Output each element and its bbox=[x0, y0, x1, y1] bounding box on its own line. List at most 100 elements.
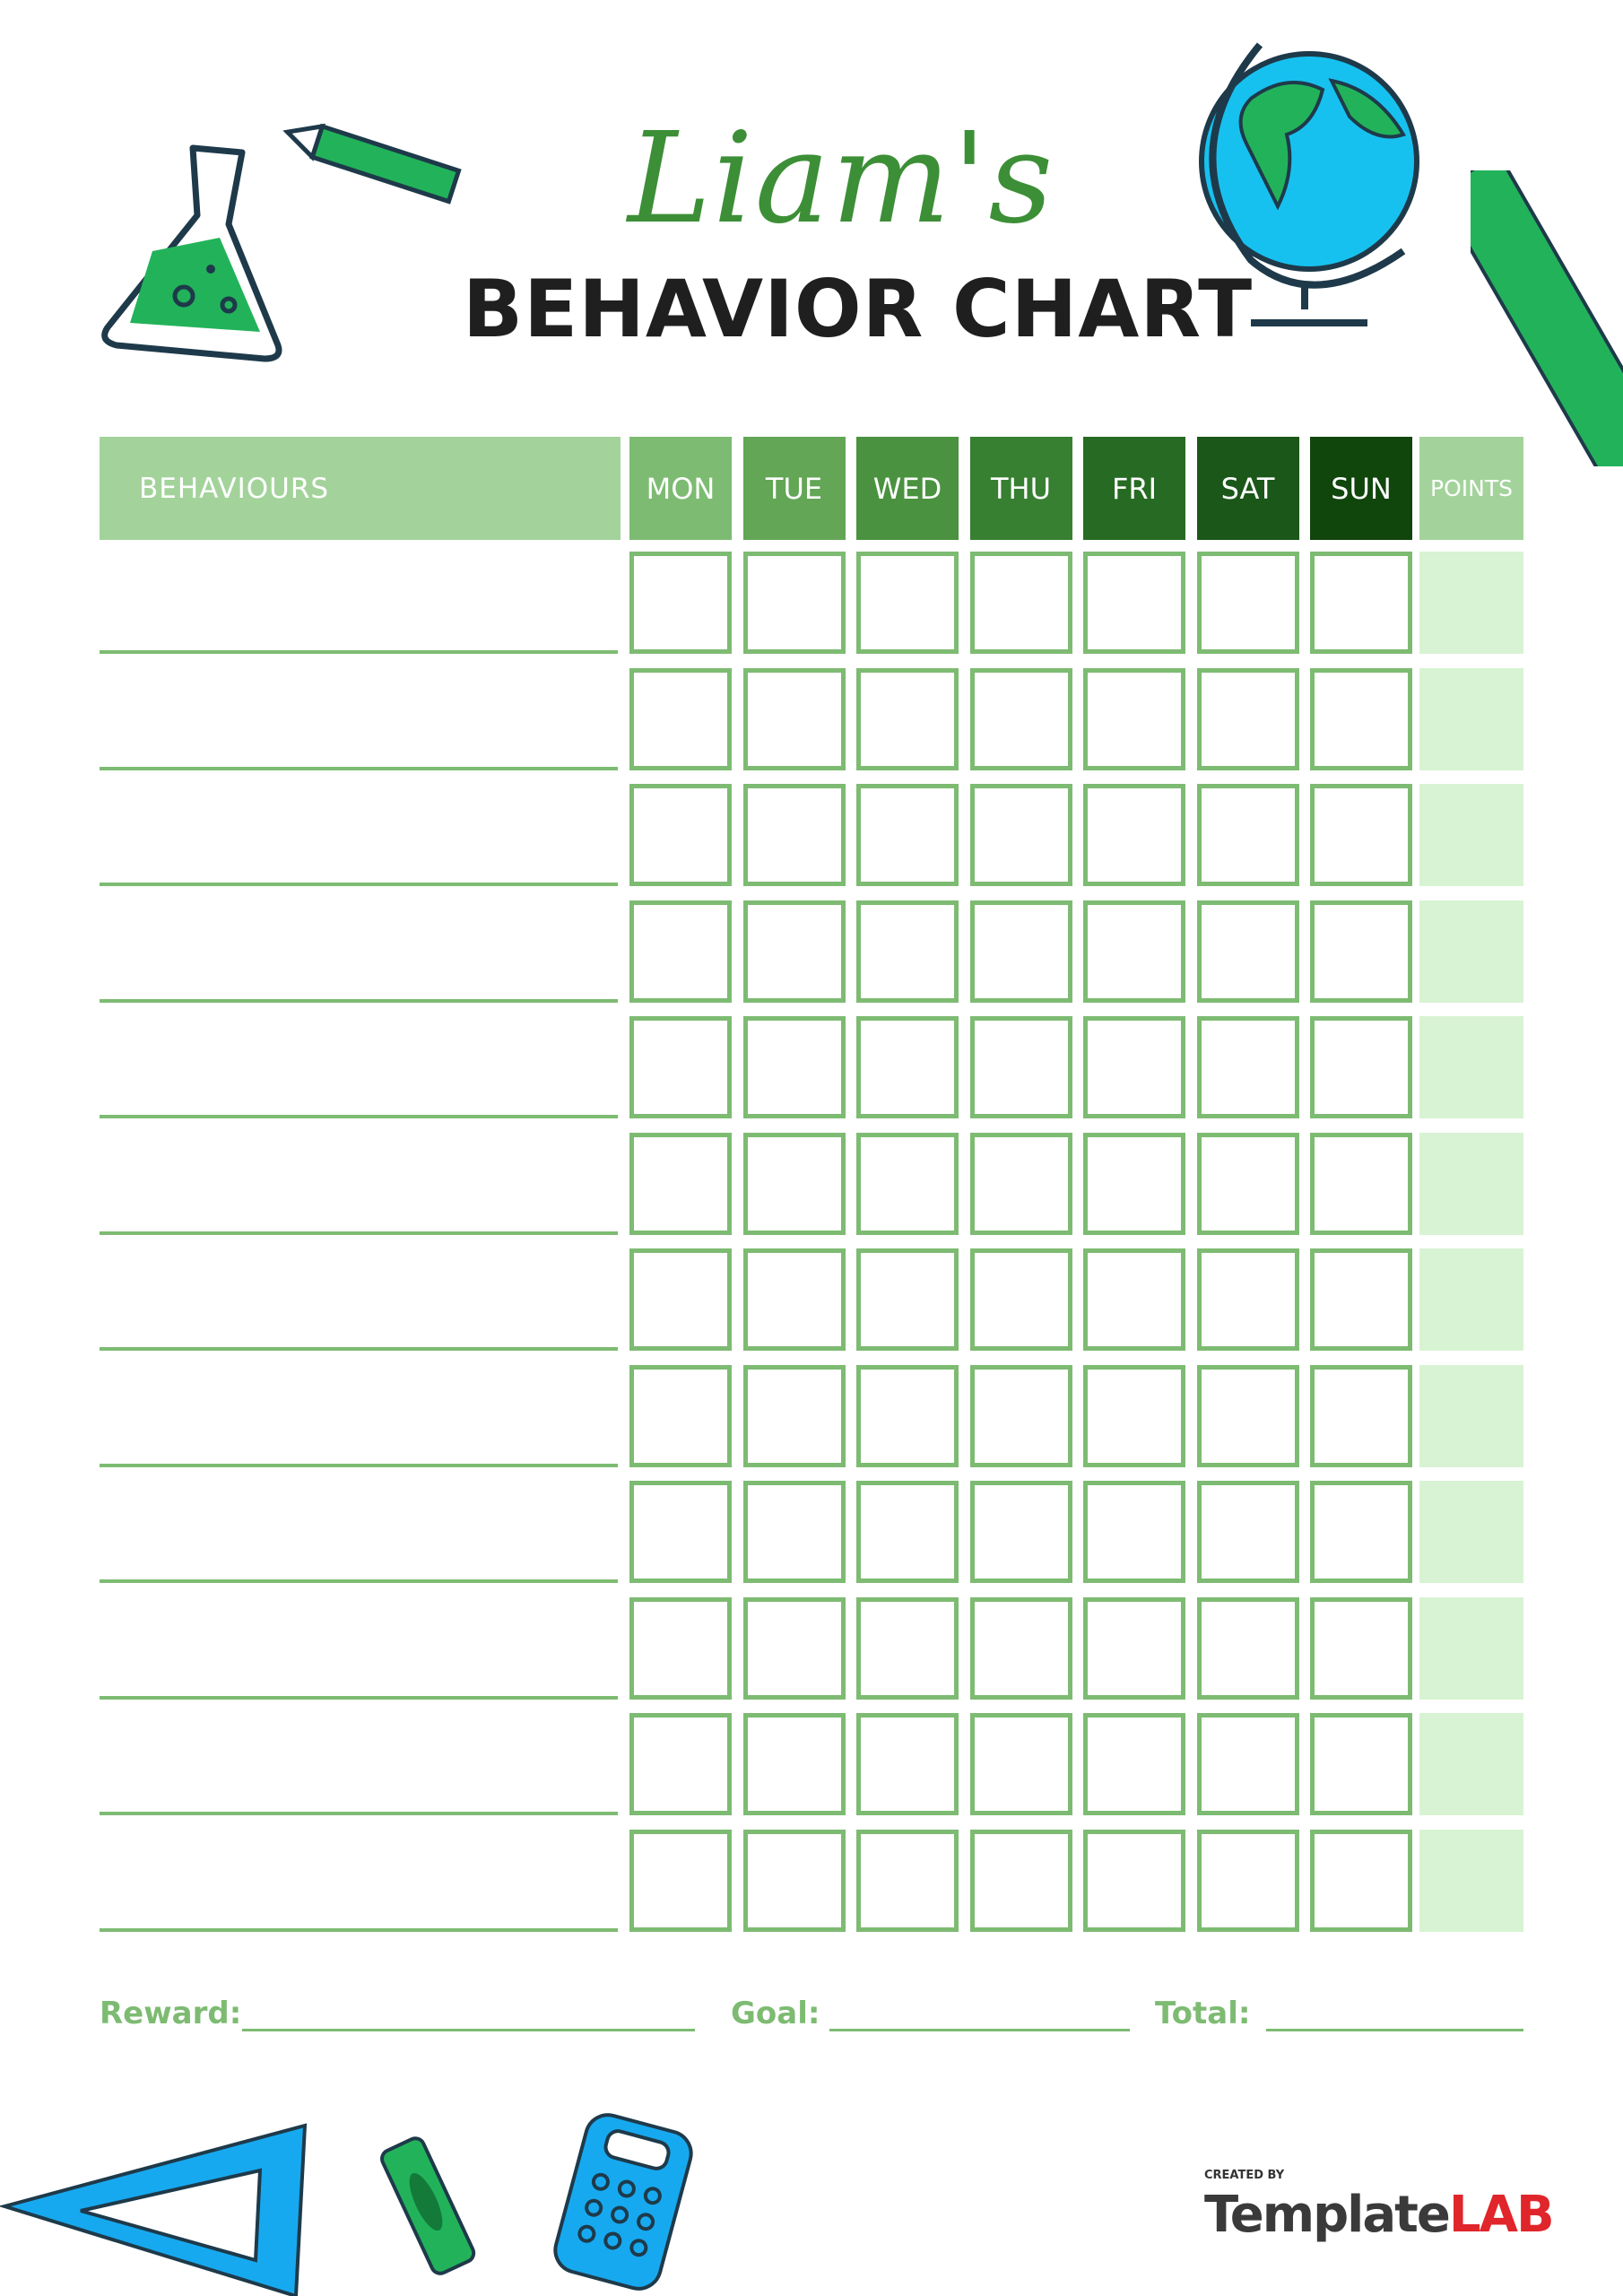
points-cell[interactable] bbox=[1419, 1829, 1523, 1932]
checkbox-tue[interactable] bbox=[742, 900, 846, 1003]
checkbox-mon[interactable] bbox=[629, 1596, 732, 1700]
checkbox-fri[interactable] bbox=[1083, 552, 1185, 654]
checkbox-sun[interactable] bbox=[1310, 1132, 1412, 1235]
points-cell[interactable] bbox=[1419, 1596, 1523, 1700]
checkbox-tue[interactable] bbox=[742, 1829, 846, 1932]
behaviour-line[interactable] bbox=[100, 1812, 618, 1815]
goal-field[interactable] bbox=[829, 2029, 1130, 2031]
behaviour-line[interactable] bbox=[100, 998, 618, 1003]
checkbox-mon[interactable] bbox=[629, 784, 732, 886]
reward-field[interactable] bbox=[242, 2029, 695, 2031]
checkbox-sun[interactable] bbox=[1310, 1248, 1412, 1351]
behaviour-line[interactable] bbox=[100, 1927, 618, 1932]
behaviour-line[interactable] bbox=[100, 883, 618, 886]
checkbox-sat[interactable] bbox=[1196, 1364, 1299, 1467]
points-cell[interactable] bbox=[1419, 1248, 1523, 1351]
checkbox-fri[interactable] bbox=[1083, 1364, 1185, 1467]
checkbox-tue[interactable] bbox=[742, 1713, 846, 1815]
checkbox-thu[interactable] bbox=[969, 1132, 1072, 1235]
checkbox-sun[interactable] bbox=[1310, 900, 1412, 1003]
checkbox-fri[interactable] bbox=[1083, 1016, 1185, 1118]
checkbox-wed[interactable] bbox=[856, 552, 959, 654]
points-cell[interactable] bbox=[1419, 784, 1523, 886]
behaviour-line[interactable] bbox=[100, 1463, 618, 1467]
checkbox-thu[interactable] bbox=[969, 1248, 1072, 1351]
points-cell[interactable] bbox=[1419, 900, 1523, 1003]
checkbox-wed[interactable] bbox=[856, 900, 959, 1003]
checkbox-sat[interactable] bbox=[1196, 1132, 1299, 1235]
checkbox-thu[interactable] bbox=[969, 667, 1072, 770]
behaviour-line[interactable] bbox=[100, 650, 618, 654]
checkbox-sat[interactable] bbox=[1196, 1016, 1299, 1118]
checkbox-thu[interactable] bbox=[969, 1481, 1072, 1583]
behaviour-line[interactable] bbox=[100, 1695, 618, 1700]
behaviour-line[interactable] bbox=[100, 1115, 618, 1118]
checkbox-tue[interactable] bbox=[742, 1132, 846, 1235]
checkbox-tue[interactable] bbox=[742, 1248, 846, 1351]
checkbox-fri[interactable] bbox=[1083, 1829, 1185, 1932]
checkbox-mon[interactable] bbox=[629, 1829, 732, 1932]
checkbox-wed[interactable] bbox=[856, 1132, 959, 1235]
checkbox-sat[interactable] bbox=[1196, 1713, 1299, 1815]
points-cell[interactable] bbox=[1419, 1481, 1523, 1583]
points-cell[interactable] bbox=[1419, 1364, 1523, 1467]
points-cell[interactable] bbox=[1419, 1713, 1523, 1815]
checkbox-sun[interactable] bbox=[1310, 784, 1412, 886]
checkbox-thu[interactable] bbox=[969, 552, 1072, 654]
checkbox-wed[interactable] bbox=[856, 1829, 959, 1932]
behaviour-line[interactable] bbox=[100, 766, 618, 770]
checkbox-tue[interactable] bbox=[742, 552, 846, 654]
checkbox-wed[interactable] bbox=[856, 1713, 959, 1815]
behaviour-line[interactable] bbox=[100, 1347, 618, 1351]
checkbox-fri[interactable] bbox=[1083, 1248, 1185, 1351]
checkbox-wed[interactable] bbox=[856, 667, 959, 770]
checkbox-thu[interactable] bbox=[969, 1596, 1072, 1700]
checkbox-mon[interactable] bbox=[629, 1364, 732, 1467]
checkbox-tue[interactable] bbox=[742, 1481, 846, 1583]
points-cell[interactable] bbox=[1419, 1132, 1523, 1235]
checkbox-mon[interactable] bbox=[629, 1248, 732, 1351]
checkbox-sat[interactable] bbox=[1196, 900, 1299, 1003]
checkbox-sat[interactable] bbox=[1196, 552, 1299, 654]
points-cell[interactable] bbox=[1419, 667, 1523, 770]
checkbox-tue[interactable] bbox=[742, 1016, 846, 1118]
checkbox-tue[interactable] bbox=[742, 784, 846, 886]
checkbox-sun[interactable] bbox=[1310, 1364, 1412, 1467]
checkbox-sat[interactable] bbox=[1196, 1596, 1299, 1700]
checkbox-sun[interactable] bbox=[1310, 1016, 1412, 1118]
checkbox-mon[interactable] bbox=[629, 552, 732, 654]
checkbox-fri[interactable] bbox=[1083, 1132, 1185, 1235]
checkbox-fri[interactable] bbox=[1083, 1596, 1185, 1700]
checkbox-mon[interactable] bbox=[629, 900, 732, 1003]
checkbox-sun[interactable] bbox=[1310, 1829, 1412, 1932]
checkbox-thu[interactable] bbox=[969, 784, 1072, 886]
checkbox-fri[interactable] bbox=[1083, 1713, 1185, 1815]
checkbox-wed[interactable] bbox=[856, 784, 959, 886]
checkbox-thu[interactable] bbox=[969, 1016, 1072, 1118]
points-cell[interactable] bbox=[1419, 552, 1523, 654]
total-field[interactable] bbox=[1266, 2029, 1523, 2031]
checkbox-fri[interactable] bbox=[1083, 667, 1185, 770]
checkbox-mon[interactable] bbox=[629, 1132, 732, 1235]
checkbox-sat[interactable] bbox=[1196, 1248, 1299, 1351]
checkbox-sun[interactable] bbox=[1310, 1481, 1412, 1583]
checkbox-fri[interactable] bbox=[1083, 900, 1185, 1003]
checkbox-thu[interactable] bbox=[969, 1713, 1072, 1815]
checkbox-thu[interactable] bbox=[969, 900, 1072, 1003]
checkbox-wed[interactable] bbox=[856, 1596, 959, 1700]
checkbox-mon[interactable] bbox=[629, 667, 732, 770]
checkbox-tue[interactable] bbox=[742, 1596, 846, 1700]
checkbox-wed[interactable] bbox=[856, 1481, 959, 1583]
checkbox-wed[interactable] bbox=[856, 1016, 959, 1118]
checkbox-wed[interactable] bbox=[856, 1364, 959, 1467]
checkbox-thu[interactable] bbox=[969, 1829, 1072, 1932]
checkbox-sun[interactable] bbox=[1310, 667, 1412, 770]
checkbox-sat[interactable] bbox=[1196, 667, 1299, 770]
checkbox-sun[interactable] bbox=[1310, 552, 1412, 654]
checkbox-mon[interactable] bbox=[629, 1481, 732, 1583]
checkbox-sat[interactable] bbox=[1196, 1481, 1299, 1583]
checkbox-thu[interactable] bbox=[969, 1364, 1072, 1467]
checkbox-mon[interactable] bbox=[629, 1713, 732, 1815]
checkbox-tue[interactable] bbox=[742, 667, 846, 770]
behaviour-line[interactable] bbox=[100, 1231, 618, 1235]
